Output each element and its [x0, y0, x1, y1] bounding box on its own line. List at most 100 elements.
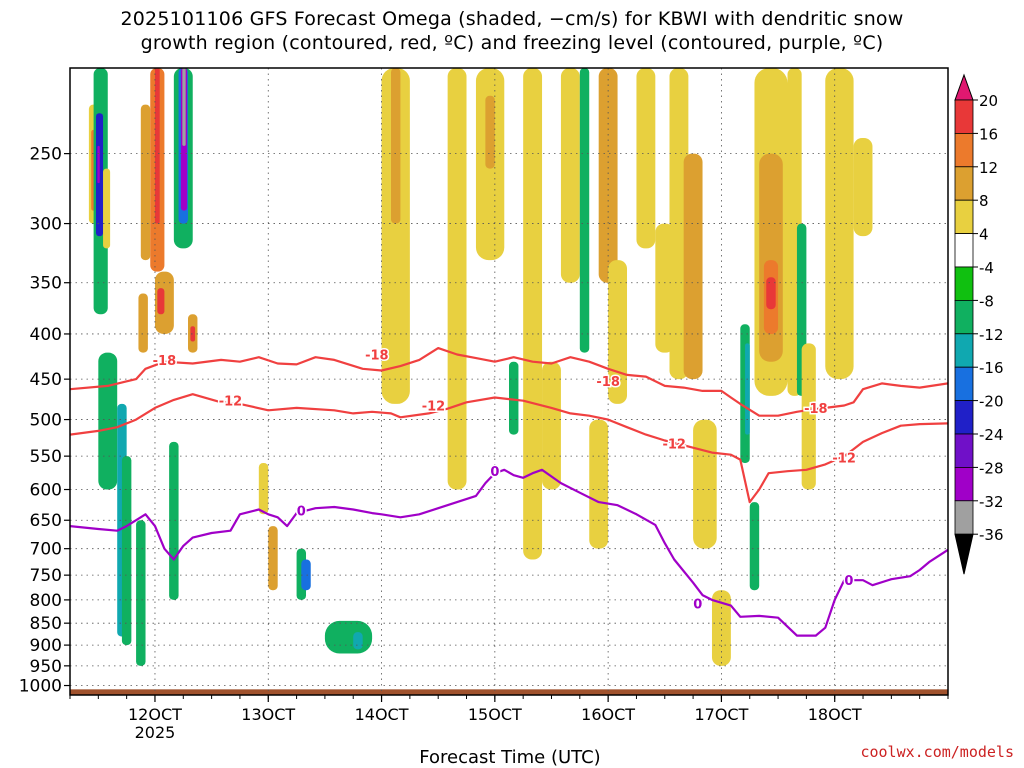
omega-patch	[353, 632, 363, 650]
colorbar-bottom-arrow	[954, 533, 974, 575]
omega-patch	[268, 526, 278, 591]
x-tick-label: 12OCT	[128, 705, 182, 724]
contour-line-freezing	[70, 468, 948, 637]
omega-patch	[683, 153, 703, 380]
colorbar-cell	[954, 433, 974, 468]
contour-label: -18	[365, 348, 389, 363]
x-tick-label: 17OCT	[694, 705, 748, 724]
omega-patch	[136, 520, 146, 666]
colorbar-cell	[954, 299, 974, 335]
x-tick-label: 14OCT	[355, 705, 409, 724]
colorbar-cell	[954, 166, 974, 201]
omega-patch	[97, 145, 100, 184]
omega-patch	[509, 361, 519, 435]
contour-label: 0	[297, 505, 306, 520]
colorbar-label: -8	[979, 292, 994, 310]
omega-patch	[154, 68, 160, 224]
omega-patch	[138, 293, 148, 353]
colorbar-cell	[954, 266, 974, 301]
omega-patch	[190, 326, 196, 342]
omega-patch	[636, 68, 656, 249]
omega-patch	[801, 343, 816, 490]
omega-patch	[324, 620, 373, 654]
contour-label: -12	[219, 395, 243, 410]
omega-patch	[542, 361, 561, 490]
y-tick-label: 500	[30, 411, 62, 431]
contour-label: -18	[804, 402, 828, 417]
omega-patch	[447, 68, 467, 490]
y-tick-label: 750	[30, 566, 62, 586]
y-tick-label: 450	[30, 370, 62, 390]
colorbar-cell	[954, 500, 974, 535]
colorbar: 20 16 12 8 4 -4 -8 -12 -16 -20 -24 -28 -32 -36	[954, 73, 1004, 575]
colorbar-label: 16	[979, 125, 998, 143]
colorbar-label: 20	[979, 92, 998, 110]
omega-patch	[598, 68, 618, 283]
plot-frame	[69, 67, 949, 696]
y-tick-label: 250	[30, 145, 62, 165]
colorbar-cell	[954, 99, 974, 134]
colorbar-label: -20	[979, 393, 1004, 411]
x-tick-sublabel: 2025	[135, 723, 176, 742]
colorbar-label: -28	[979, 459, 1004, 477]
omega-patch	[258, 463, 269, 515]
x-axis-title: Forecast Time (UTC)	[419, 747, 600, 768]
omega-patch	[157, 288, 165, 315]
colorbar-top-arrow	[954, 73, 974, 101]
contour-label: 0	[844, 574, 853, 589]
x-tick-label: 15OCT	[468, 705, 522, 724]
chart-title-line-1: 2025101106 GFS Forecast Omega (shaded, −…	[120, 8, 904, 30]
grid-layer	[70, 68, 948, 695]
omega-patch	[711, 590, 731, 666]
omega-patch	[749, 502, 760, 591]
omega-patch	[693, 419, 717, 549]
colorbar-cell	[954, 233, 974, 268]
colorbar-label: -12	[979, 326, 1004, 344]
colorbar-cell	[954, 333, 974, 368]
contour-line--18	[70, 347, 948, 417]
contour-label-layer: -18 -18 -18 -18 -12 -12 -12 -12 0 0 0 0	[151, 347, 857, 614]
omega-patch	[182, 68, 186, 146]
omega-patch	[745, 343, 750, 435]
contour-label: 0	[693, 598, 702, 613]
colorbar-label: -4	[979, 259, 994, 277]
y-tick-label: 900	[30, 636, 62, 656]
y-tick-label: 700	[30, 540, 62, 560]
omega-patch	[825, 68, 854, 380]
y-tick-label: 1000	[19, 677, 62, 697]
colorbar-cell	[954, 132, 974, 168]
omega-patch	[169, 441, 179, 600]
omega-patch	[140, 104, 151, 261]
site-credit: coolwx.com/models	[860, 743, 1014, 761]
contour-label: 0	[490, 465, 499, 480]
omega-patch	[853, 137, 873, 237]
surface-band	[70, 689, 948, 695]
y-tick-label: 800	[30, 591, 62, 611]
y-tick-label: 400	[30, 325, 62, 345]
colorbar-label: 4	[979, 226, 989, 244]
omega-patch	[589, 419, 609, 549]
y-axis: 2503003504004505005506006507007508008509…	[19, 145, 70, 697]
colorbar-cell	[954, 400, 974, 435]
colorbar-cell	[954, 466, 974, 502]
colorbar-label: 12	[979, 159, 998, 177]
colorbar-label: 8	[979, 192, 989, 210]
contour-label: -12	[662, 437, 686, 452]
omega-patch	[381, 68, 410, 404]
colorbar-label: -16	[979, 359, 1004, 377]
y-tick-label: 850	[30, 614, 62, 634]
omega-shading-layer	[70, 68, 948, 695]
omega-patch	[390, 68, 401, 224]
omega-patch	[103, 168, 111, 249]
colorbar-label: -32	[979, 493, 1004, 511]
colorbar-cell	[954, 199, 974, 234]
x-tick-label: 18OCT	[808, 705, 862, 724]
contour-label: -18	[596, 375, 620, 390]
omega-patch	[301, 559, 311, 591]
omega-patch	[560, 68, 580, 283]
chart-title-line-2: growth region (contoured, red, ºC) and f…	[140, 32, 884, 54]
colorbar-label: -36	[979, 526, 1004, 544]
contour-line--12	[70, 393, 948, 504]
contour-layer	[70, 347, 948, 637]
